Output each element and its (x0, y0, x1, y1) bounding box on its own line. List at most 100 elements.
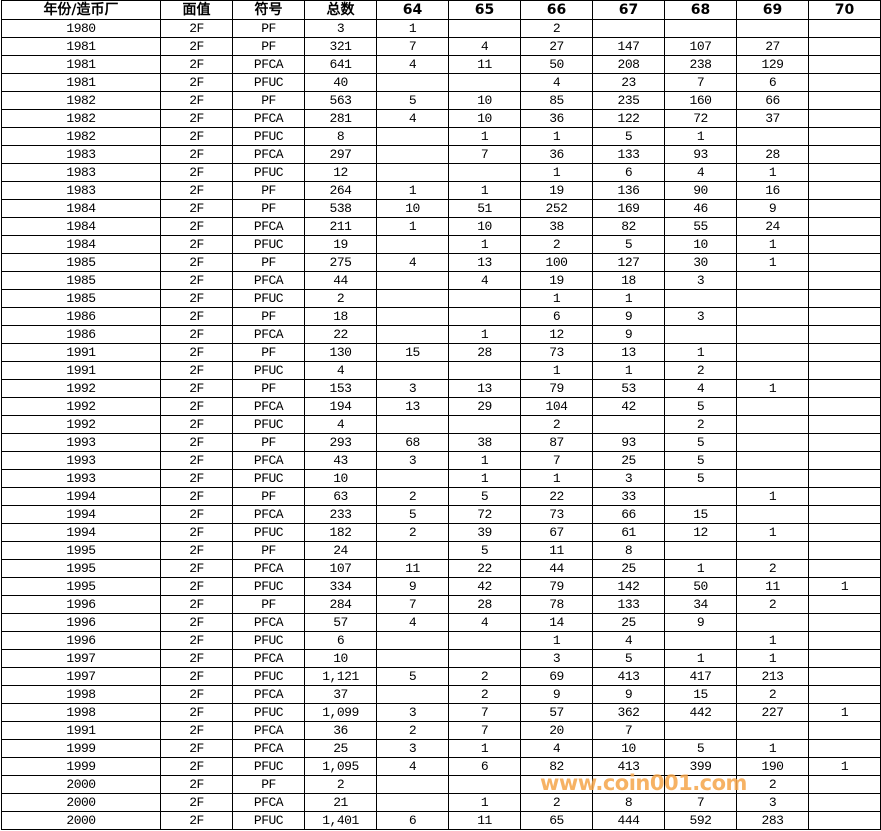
table-cell: 334 (304, 577, 377, 596)
table-cell: 130 (304, 343, 377, 362)
table-cell: 592 (664, 811, 737, 830)
table-cell: 1986 (1, 325, 161, 344)
table-cell: 2F (160, 577, 233, 596)
table-cell: PFUC (232, 667, 305, 686)
table-cell: 50 (520, 55, 593, 74)
table-cell: 2000 (1, 775, 161, 794)
table-cell: 2F (160, 451, 233, 470)
table-cell: PFCA (232, 649, 305, 668)
table-cell: PFCA (232, 109, 305, 128)
table-cell (736, 541, 809, 560)
table-cell: PF (232, 595, 305, 614)
table-cell: 1 (448, 127, 521, 146)
table-cell: PF (232, 541, 305, 560)
table-cell (736, 451, 809, 470)
table-cell: PFUC (232, 415, 305, 434)
table-cell (376, 649, 449, 668)
table-row: 1984 2F PFUC 19 1 2 5 10 1 (1, 235, 881, 254)
table-cell: PF (232, 775, 305, 794)
table-cell (736, 127, 809, 146)
table-cell: 4 (520, 739, 593, 758)
table-cell: 20 (520, 721, 593, 740)
table-cell: 2 (376, 487, 449, 506)
table-cell: 43 (304, 451, 377, 470)
table-cell (808, 19, 881, 38)
table-row: 1983 2F PFUC 12 1 6 4 1 (1, 163, 881, 182)
table-cell: 1 (520, 127, 593, 146)
table-cell: 5 (448, 487, 521, 506)
table-cell: PFCA (232, 505, 305, 524)
table-cell: 44 (520, 559, 593, 578)
table-cell: 10 (448, 91, 521, 110)
table-cell: 2 (520, 415, 593, 434)
table-cell (376, 73, 449, 92)
table-cell: 2 (736, 559, 809, 578)
table-cell: 1994 (1, 505, 161, 524)
table-cell: 1985 (1, 271, 161, 290)
table-cell (808, 235, 881, 254)
table-cell: 1996 (1, 631, 161, 650)
table-cell: 9 (592, 325, 665, 344)
table-cell: 2F (160, 19, 233, 38)
table-cell: PFCA (232, 271, 305, 290)
table-cell: 36 (520, 145, 593, 164)
table-cell (448, 361, 521, 380)
table-cell: 2000 (1, 811, 161, 830)
table-cell: PFCA (232, 613, 305, 632)
table-cell: 417 (664, 667, 737, 686)
table-cell: 6 (376, 811, 449, 830)
table-cell: 14 (520, 613, 593, 632)
table-cell (736, 469, 809, 488)
table-cell: 284 (304, 595, 377, 614)
table-cell: 1986 (1, 307, 161, 326)
table-cell: 18 (304, 307, 377, 326)
table-cell: 2F (160, 253, 233, 272)
table-cell (448, 415, 521, 434)
table-cell (808, 379, 881, 398)
table-cell: 1 (376, 181, 449, 200)
table-cell (808, 55, 881, 74)
table-cell: 2F (160, 793, 233, 812)
table-cell: 2F (160, 559, 233, 578)
table-row: 1997 2F PFUC 1,121 5 2 69 413 417 213 (1, 667, 881, 686)
table-cell (808, 415, 881, 434)
table-cell: PF (232, 37, 305, 56)
table-cell (376, 145, 449, 164)
table-cell (448, 631, 521, 650)
table-cell: 1 (520, 163, 593, 182)
table-cell: 444 (592, 811, 665, 830)
table-cell (808, 289, 881, 308)
table-cell: 2F (160, 433, 233, 452)
table-cell: 1 (592, 361, 665, 380)
table-cell: 78 (520, 595, 593, 614)
table-cell: 2F (160, 739, 233, 758)
table-cell: PFUC (232, 757, 305, 776)
table-cell: 22 (520, 487, 593, 506)
table-cell: 1997 (1, 649, 161, 668)
table-cell (808, 505, 881, 524)
table-cell (448, 649, 521, 668)
table-row: 1996 2F PFCA 57 4 4 14 25 9 (1, 613, 881, 632)
table-cell (808, 469, 881, 488)
table-cell (808, 361, 881, 380)
table-cell: 4 (664, 163, 737, 182)
table-cell: 2 (376, 523, 449, 542)
table-cell: 10 (376, 199, 449, 218)
table-cell: 2 (736, 595, 809, 614)
table-cell: 21 (304, 793, 377, 812)
table-cell: 66 (592, 505, 665, 524)
table-cell: 2F (160, 415, 233, 434)
table-cell: PFCA (232, 145, 305, 164)
table-cell: 2F (160, 37, 233, 56)
table-cell: 2F (160, 289, 233, 308)
table-cell: 61 (592, 523, 665, 542)
table-cell: PFUC (232, 361, 305, 380)
table-cell: 2F (160, 613, 233, 632)
table-cell: 2F (160, 199, 233, 218)
table-cell: 2F (160, 469, 233, 488)
table-cell (808, 325, 881, 344)
table-cell: 4 (376, 55, 449, 74)
table-cell: 36 (520, 109, 593, 128)
table-cell: 13 (448, 253, 521, 272)
table-cell: 7 (448, 721, 521, 740)
